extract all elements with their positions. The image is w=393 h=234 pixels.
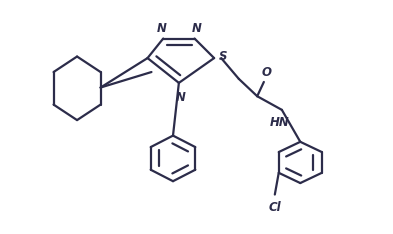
Text: N: N <box>191 22 202 35</box>
Text: Cl: Cl <box>268 201 281 214</box>
Text: N: N <box>156 22 166 35</box>
Text: O: O <box>262 66 272 79</box>
Text: HN: HN <box>270 116 290 129</box>
Text: N: N <box>176 91 186 104</box>
Text: S: S <box>219 50 227 63</box>
